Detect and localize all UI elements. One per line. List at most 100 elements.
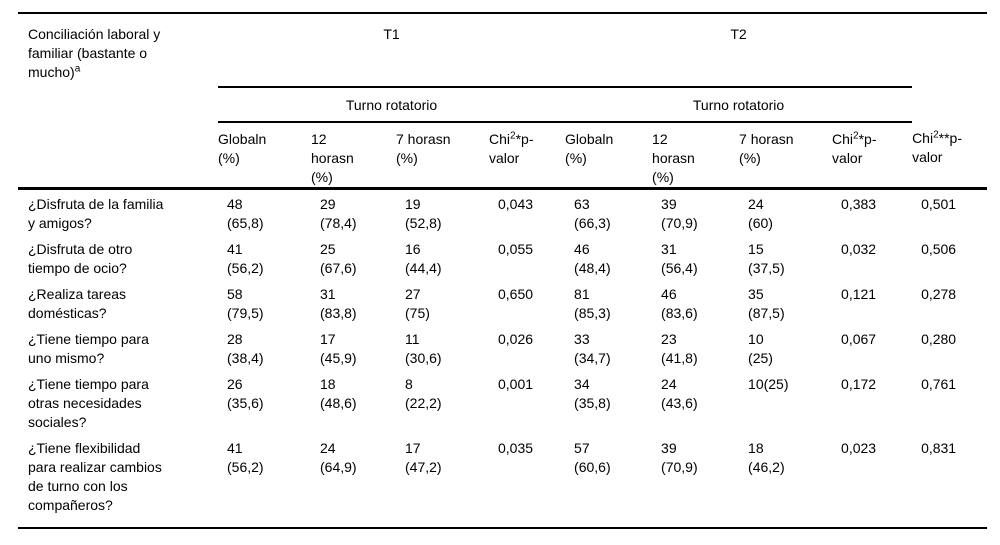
row-label-cell: ¿Tiene flexibilidad para realizar cambio… <box>28 440 162 513</box>
value-cell-12h-t2: 46 (83,6) <box>661 286 698 321</box>
column-header-chi-global: Chi2**p- valor <box>912 122 988 190</box>
results-table: Conciliación laboral y familiar (bastant… <box>18 12 988 529</box>
stub-header-text: Conciliación laboral y familiar (bastant… <box>28 26 161 80</box>
value-cell-global-t1: 28 (38,4) <box>227 331 264 366</box>
group-header-t1: T1 <box>383 26 400 42</box>
row-label-cell: ¿Disfruta de otro tiempo de ocio? <box>28 241 133 276</box>
chi-pvalor-label: **p- valor <box>912 130 962 165</box>
value-cell-7h-t2: 18 (46,2) <box>748 440 785 475</box>
column-header-chi-t2: Chi2*p- valor <box>832 122 913 190</box>
chi-pvalor-label: *p- valor <box>489 131 534 166</box>
p-value-cell-t2: 0,172 <box>841 376 877 392</box>
value-cell-7h-t1: 27 (75) <box>405 286 430 321</box>
table-row: ¿Tiene flexibilidad para realizar cambio… <box>18 434 987 528</box>
table-header: Conciliación laboral y familiar (bastant… <box>18 13 988 190</box>
column-header-global-t1: Globaln (%) <box>218 122 311 190</box>
table-row: ¿Disfruta de otro tiempo de ocio? 41 (56… <box>18 235 987 280</box>
table-row: ¿Disfruta de la familia y amigos? 48 (65… <box>18 189 987 236</box>
value-cell-7h-t1: 19 (52,8) <box>405 196 442 231</box>
value-cell-global-t2: 57 (60,6) <box>574 440 611 475</box>
row-label-cell: ¿Realiza tareas domésticas? <box>28 286 127 321</box>
p-value-cell-global: 0,278 <box>921 286 957 302</box>
value-cell-7h-t2: 10 (25) <box>748 331 773 366</box>
chi-superscript: 2 <box>510 130 516 142</box>
p-value-cell-global: 0,280 <box>921 331 957 347</box>
value-cell-global-t2: 33 (34,7) <box>574 331 611 366</box>
value-cell-7h-t1: 11 (30,6) <box>405 331 442 366</box>
value-cell-12h-t1: 17 (45,9) <box>320 331 357 366</box>
chi-superscript: 2 <box>933 129 939 141</box>
value-cell-12h-t2: 23 (41,8) <box>661 331 698 366</box>
value-cell-7h-t2: 15 (37,5) <box>748 241 785 276</box>
value-cell-12h-t2: 39 (70,9) <box>661 196 698 231</box>
value-cell-7h-t1: 16 (44,4) <box>405 241 442 276</box>
p-value-cell-t1: 0,001 <box>498 376 534 392</box>
p-value-cell-t2: 0,067 <box>841 331 877 347</box>
value-cell-global-t1: 58 (79,5) <box>227 286 264 321</box>
table-row: ¿Tiene tiempo para otras necesidades soc… <box>18 370 987 434</box>
column-header-chi-t1: Chi2*p- valor <box>489 122 566 190</box>
row-label-cell: ¿Tiene tiempo para uno mismo? <box>28 331 149 366</box>
value-cell-7h-t2: 24 (60) <box>748 196 773 231</box>
value-cell-7h-t2: 35 (87,5) <box>748 286 785 321</box>
group-header-row: Conciliación laboral y familiar (bastant… <box>18 13 987 190</box>
value-cell-12h-t2: 39 (70,9) <box>661 440 698 475</box>
value-cell-global-t1: 41 (56,2) <box>227 241 264 276</box>
column-header-12h-t2: 12 horasn (%) <box>652 122 740 190</box>
group-header-t2: T2 <box>730 26 747 42</box>
chi-superscript: 2 <box>853 130 859 142</box>
value-cell-12h-t1: 31 (83,8) <box>320 286 357 321</box>
value-cell-12h-t2: 24 (43,6) <box>661 376 698 411</box>
p-value-cell-t1: 0,026 <box>498 331 534 347</box>
subgroup-header-row: Turno rotatorio Turno rotatorio <box>18 86 987 123</box>
table-row: ¿Realiza tareas domésticas? 58 (79,5) 31… <box>18 280 987 325</box>
value-cell-7h-t2: 10(25) <box>748 376 789 392</box>
value-cell-12h-t1: 29 (78,4) <box>320 196 357 231</box>
value-cell-global-t2: 46 (48,4) <box>574 241 611 276</box>
subgroup-header-t1: Turno rotatorio <box>218 86 566 123</box>
value-cell-global-t1: 41 (56,2) <box>227 440 264 475</box>
value-cell-12h-t1: 18 (48,6) <box>320 376 357 411</box>
p-value-cell-t2: 0,121 <box>841 286 877 302</box>
chi-pvalor-label: *p- valor <box>832 131 877 166</box>
p-value-cell-t2: 0,032 <box>841 241 877 257</box>
column-header-7h-t2: 7 horasn (%) <box>739 122 833 190</box>
chi-base-label: Chi <box>832 131 854 147</box>
table-row: ¿Tiene tiempo para uno mismo? 28 (38,4) … <box>18 325 987 370</box>
value-cell-global-t2: 81 (85,3) <box>574 286 611 321</box>
column-header-global-t2: Globaln (%) <box>565 122 653 190</box>
p-value-cell-t1: 0,650 <box>498 286 534 302</box>
column-header-7h-t1: 7 horasn (%) <box>396 122 489 190</box>
column-header-12h-t1: 12 horasn (%) <box>311 122 396 190</box>
value-cell-12h-t1: 25 (67,6) <box>320 241 357 276</box>
table-body: ¿Disfruta de la familia y amigos? 48 (65… <box>18 189 987 529</box>
stub-header-superscript: a <box>74 63 81 75</box>
group-header-spacer <box>912 13 987 87</box>
value-cell-12h-t1: 24 (64,9) <box>320 440 357 475</box>
stub-header: Conciliación laboral y familiar (bastant… <box>18 13 218 190</box>
value-cell-7h-t1: 8 (22,2) <box>405 376 442 411</box>
p-value-cell-global: 0,506 <box>921 241 957 257</box>
p-value-cell-t1: 0,043 <box>498 196 534 212</box>
row-label-cell: ¿Disfruta de la familia y amigos? <box>28 196 164 231</box>
subgroup-header-t2: Turno rotatorio <box>565 86 913 123</box>
p-value-cell-t1: 0,035 <box>498 440 534 456</box>
p-value-cell-global: 0,761 <box>921 376 957 392</box>
chi-base-label: Chi <box>489 131 511 147</box>
value-cell-7h-t1: 17 (47,2) <box>405 440 442 475</box>
value-cell-global-t2: 63 (66,3) <box>574 196 611 231</box>
value-cell-12h-t2: 31 (56,4) <box>661 241 698 276</box>
value-cell-global-t2: 34 (35,8) <box>574 376 611 411</box>
chi-base-label: Chi <box>912 130 934 146</box>
value-cell-global-t1: 48 (65,8) <box>227 196 264 231</box>
value-cell-global-t1: 26 (35,6) <box>227 376 264 411</box>
subgroup-header-spacer <box>912 87 987 122</box>
row-label-cell: ¿Tiene tiempo para otras necesidades soc… <box>28 376 149 430</box>
p-value-cell-t2: 0,383 <box>841 196 877 212</box>
column-header-row: Globaln (%) 12 horasn (%) 7 horasn (%) C… <box>18 122 988 190</box>
p-value-cell-global: 0,831 <box>921 440 957 456</box>
p-value-cell-t1: 0,055 <box>498 241 534 257</box>
p-value-cell-global: 0,501 <box>921 196 957 212</box>
p-value-cell-t2: 0,023 <box>841 440 877 456</box>
